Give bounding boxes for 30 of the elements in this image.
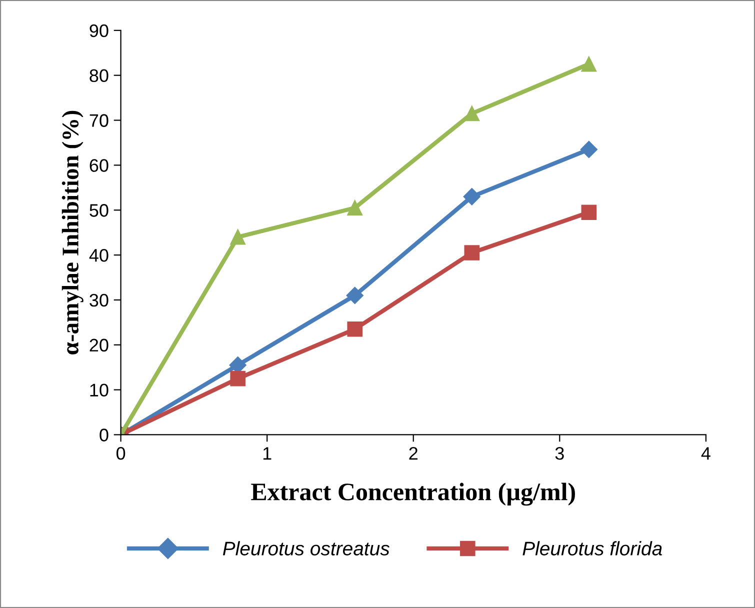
y-tick-label: 60 [90, 159, 108, 172]
point [464, 245, 480, 260]
y-tick-label: 80 [90, 69, 108, 82]
x-axis-title: Extract Concentration (µg/ml) [251, 482, 575, 506]
y-tick-label: 0 [100, 428, 108, 442]
point [581, 56, 597, 72]
x-tick-label: 4 [701, 447, 710, 460]
y-tick-label: 30 [90, 294, 108, 307]
y-tick-label: 50 [90, 204, 108, 217]
y-axis-title: α-amylae Inhibition (%) [62, 110, 84, 354]
x-tick-label: 1 [263, 447, 272, 460]
point [463, 188, 480, 206]
legend-label: Pleurotus ostreatus [222, 541, 390, 556]
x-tick-label: 3 [555, 447, 564, 460]
y-tick-label: 40 [89, 248, 108, 262]
y-tick-label: 90 [90, 24, 108, 38]
point [230, 370, 246, 386]
point [347, 322, 362, 337]
point [580, 140, 598, 158]
x-tick-label: 2 [409, 447, 418, 460]
y-tick-label: 20 [90, 338, 108, 352]
point [581, 204, 597, 220]
legend-label: Pleurotus florida [522, 541, 662, 556]
point [230, 229, 246, 245]
y-tick-label: 70 [90, 114, 108, 127]
x-tick-label: 0 [116, 447, 126, 460]
y-tick-label: 10 [90, 384, 108, 397]
point [347, 200, 362, 216]
point [464, 106, 480, 122]
point [346, 286, 364, 304]
